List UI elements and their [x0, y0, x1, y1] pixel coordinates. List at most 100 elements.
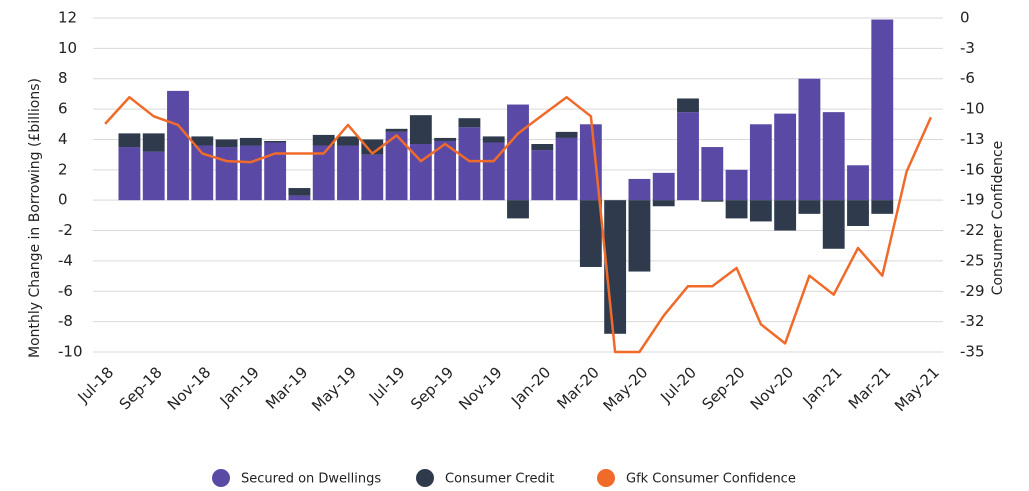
bar [507, 200, 529, 219]
x-tick-label: Nov-20 [747, 363, 797, 413]
x-tick-label: May-21 [891, 363, 943, 415]
bar [239, 145, 262, 201]
y2-tick-label: -10 [960, 100, 985, 118]
legend-label: Consumer Credit [445, 472, 555, 487]
x-tick-label: Mar-19 [262, 363, 311, 412]
y2-axis-label: Consumer Confidence [990, 141, 1006, 296]
bar [652, 172, 675, 201]
bar [628, 200, 651, 272]
bar [871, 19, 894, 201]
bar [167, 90, 189, 201]
bar [701, 200, 724, 202]
bar [749, 200, 772, 222]
x-tick-label: May-20 [600, 363, 652, 415]
bar [361, 154, 384, 201]
bar [555, 131, 578, 138]
x-tick-label: Jan-21 [799, 363, 846, 410]
bar [555, 137, 578, 201]
bar [458, 118, 481, 128]
bar [215, 147, 238, 201]
bar [409, 115, 432, 145]
x-tick-label: Jul-19 [365, 363, 409, 407]
y-tick-label: -10 [58, 343, 83, 361]
bar [798, 78, 821, 201]
y-axis-label: Monthly Change in Borrowing (£billions) [27, 78, 43, 358]
bar [312, 145, 335, 201]
bar [798, 200, 821, 214]
bar [507, 104, 529, 201]
x-tick-label: May-19 [308, 363, 360, 415]
y-tick-label: 0 [58, 191, 68, 209]
bar [264, 140, 287, 143]
x-tick-label: Jan-20 [507, 363, 554, 410]
x-tick-label: Nov-18 [164, 363, 214, 413]
bar [118, 147, 141, 201]
bar [385, 128, 408, 132]
legend-label: Secured on Dwellings [241, 472, 381, 487]
bar [847, 200, 869, 226]
x-tick-label: Mar-20 [553, 363, 602, 412]
bar [822, 112, 845, 201]
bar [191, 145, 214, 201]
y2-tick-label: -29 [960, 282, 985, 300]
y-tick-label: 4 [58, 130, 68, 148]
legend-label: Gfk Consumer Confidence [626, 472, 796, 487]
legend-swatch [416, 469, 434, 487]
bar [847, 165, 869, 201]
y2-tick-label: 0 [960, 9, 970, 27]
y-tick-label: 6 [58, 100, 68, 118]
y2-tick-label: -13 [960, 130, 985, 148]
bar [118, 133, 141, 148]
bar [725, 169, 748, 201]
y2-tick-label: -35 [960, 343, 985, 361]
bar [652, 200, 675, 207]
bar [531, 150, 554, 201]
bar [264, 142, 287, 201]
bar [215, 139, 238, 148]
bar [191, 136, 214, 146]
line [104, 95, 933, 354]
y-tick-label: -4 [58, 251, 73, 269]
legend-swatch [597, 469, 615, 487]
y2-tick-label: -32 [960, 312, 985, 330]
bar [725, 200, 748, 219]
bar [434, 137, 457, 141]
bar [385, 131, 408, 201]
bar [458, 127, 481, 201]
bar [482, 142, 505, 201]
x-tick-label: Mar-21 [845, 363, 894, 412]
bar [434, 140, 457, 201]
y2-tick-label: -6 [960, 69, 975, 87]
bar [337, 145, 359, 201]
bar [677, 112, 699, 201]
y-tick-label: 8 [58, 69, 68, 87]
bar [142, 133, 165, 152]
x-tick-label: Sep-19 [407, 363, 457, 413]
bar [774, 113, 797, 201]
y-tick-label: 10 [58, 39, 77, 57]
bar [579, 200, 602, 267]
y2-tick-label: -19 [960, 191, 985, 209]
bar [482, 136, 505, 143]
bar [871, 200, 894, 214]
bar [628, 178, 651, 201]
bar [774, 200, 797, 231]
y-tick-label: -6 [58, 282, 73, 300]
y2-tick-label: -16 [960, 160, 985, 178]
x-tick-label: Jul-18 [74, 363, 118, 407]
bar [337, 136, 359, 146]
bar [239, 137, 262, 146]
bar [288, 195, 311, 201]
bar [531, 144, 554, 151]
bar [288, 188, 311, 196]
y2-tick-label: -3 [960, 39, 975, 57]
x-tick-label: Jul-20 [656, 363, 700, 407]
x-tick-label: Sep-18 [116, 363, 166, 413]
bar [142, 151, 165, 201]
x-tick-label: Jan-19 [216, 363, 263, 410]
bar [822, 200, 845, 249]
y-tick-label: 2 [58, 160, 68, 178]
bar [701, 147, 724, 201]
bar [312, 134, 335, 146]
